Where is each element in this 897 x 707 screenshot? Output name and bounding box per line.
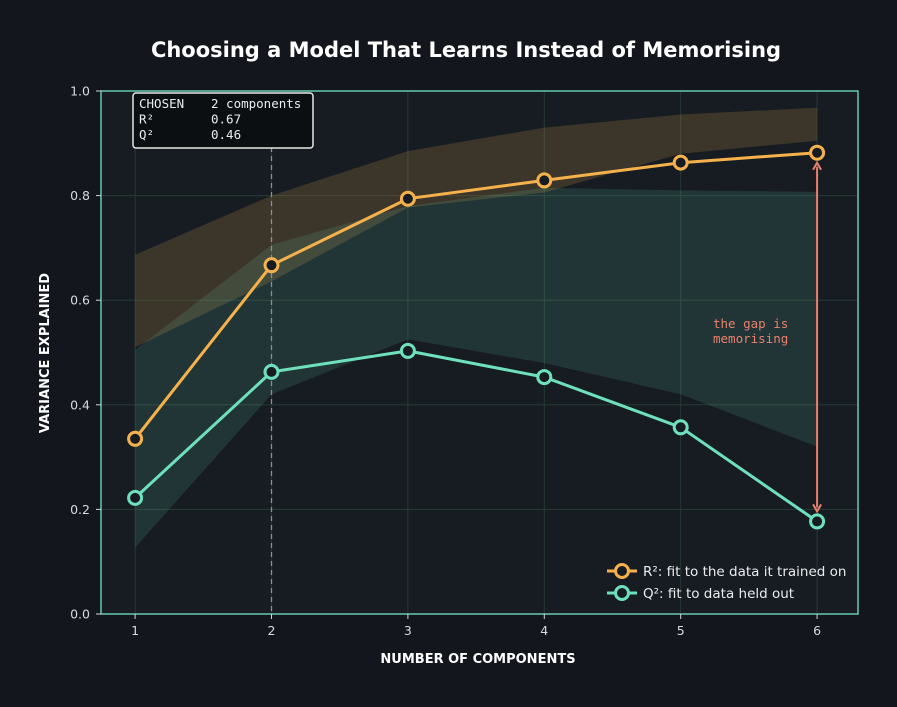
chosen-info-value: 0.67 [211, 112, 241, 127]
series-2-point [399, 342, 416, 359]
series-1-point [672, 154, 689, 171]
legend-label: Q²: fit to data held out [643, 586, 794, 602]
chosen-info-label: Q² [139, 127, 154, 142]
series-1-point [263, 257, 280, 274]
series-2-point [127, 489, 144, 506]
y-tick-label: 1.0 [70, 84, 90, 99]
series-band-1 [135, 107, 818, 348]
series-2-point [809, 513, 826, 530]
series-1-point [536, 172, 553, 189]
chosen-info-value: 2 components [211, 96, 301, 111]
gap-arrow-head-bottom [812, 503, 822, 514]
series-2-point [263, 363, 280, 380]
series-1-point [809, 144, 826, 161]
gap-label-line: memorising [713, 331, 788, 346]
series-1-point [127, 430, 144, 447]
y-tick-label: 0.4 [70, 397, 90, 412]
y-tick-label: 0.6 [70, 293, 90, 308]
legend-swatch-marker [614, 563, 630, 579]
series-line-1 [133, 151, 818, 440]
series-2-point [672, 419, 689, 436]
x-tick-label: 4 [540, 623, 548, 638]
legend-label: R²: fit to the data it trained on [643, 564, 846, 580]
y-axis-label: VARIANCE EXPLAINED [38, 273, 53, 433]
chart-title: Choosing a Model That Learns Instead of … [151, 38, 781, 62]
x-tick-label: 2 [268, 623, 276, 638]
y-tick-label: 0.0 [70, 607, 90, 622]
y-tick-label: 0.2 [70, 502, 90, 517]
series-band-2 [135, 187, 818, 548]
gap-arrow-head-top [812, 160, 822, 171]
chosen-info-label: CHOSEN [139, 96, 184, 111]
x-tick-label: 5 [677, 623, 685, 638]
plot-border [100, 90, 859, 615]
chosen-info-label: R² [139, 112, 154, 127]
chosen-info-box [132, 92, 314, 149]
legend-swatch-marker [614, 585, 630, 601]
gap-label-line: the gap is [713, 316, 788, 331]
plot-background [101, 91, 858, 614]
y-tick-label: 0.8 [70, 188, 90, 203]
x-tick-label: 6 [813, 623, 821, 638]
series-2-point [536, 369, 553, 386]
x-tick-label: 1 [131, 623, 139, 638]
series-1-point [399, 190, 416, 207]
x-tick-label: 3 [404, 623, 412, 638]
x-axis-label: NUMBER OF COMPONENTS [380, 652, 575, 667]
chosen-info-value: 0.46 [211, 127, 241, 142]
series-line-2 [134, 349, 818, 523]
